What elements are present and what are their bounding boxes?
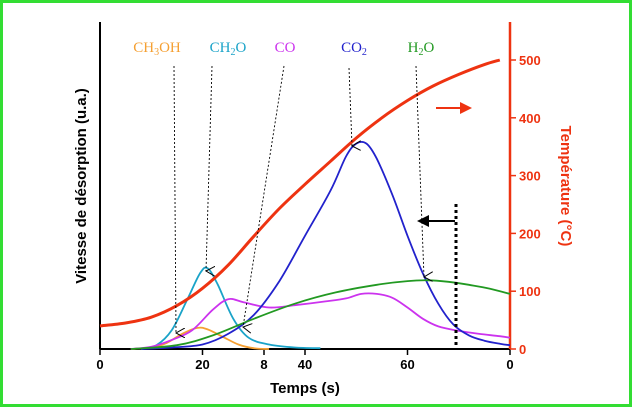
y-right-tick-label: 300 xyxy=(519,169,541,184)
y-right-tick-label: 0 xyxy=(519,342,526,357)
y-axis-right-title: Température (°C) xyxy=(557,126,574,247)
species-label-ch2o: CH2O xyxy=(210,40,247,58)
x-axis-title: Temps (s) xyxy=(270,380,340,397)
y-right-tick-label: 400 xyxy=(519,111,541,126)
y-right-tick-label: 200 xyxy=(519,226,541,241)
y-right-tick-label: 500 xyxy=(519,53,541,68)
y-axis-left-title: Vitesse de désorption (u.a.) xyxy=(73,88,90,284)
x-tick-label: 0 xyxy=(96,357,103,372)
x-tick-label: 20 xyxy=(195,357,209,372)
x-tick-label: 0 xyxy=(506,357,513,372)
x-tick-label: 8 xyxy=(260,357,267,372)
y-right-tick-label: 100 xyxy=(519,284,541,299)
x-tick-label: 60 xyxy=(400,357,414,372)
x-tick-label: 40 xyxy=(298,357,312,372)
species-label-co: CO xyxy=(275,40,296,56)
